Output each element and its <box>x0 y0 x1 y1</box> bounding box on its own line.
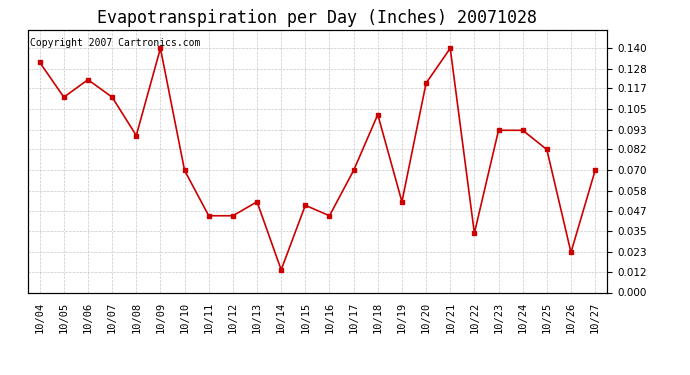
Text: Copyright 2007 Cartronics.com: Copyright 2007 Cartronics.com <box>30 38 201 48</box>
Title: Evapotranspiration per Day (Inches) 20071028: Evapotranspiration per Day (Inches) 2007… <box>97 9 538 27</box>
